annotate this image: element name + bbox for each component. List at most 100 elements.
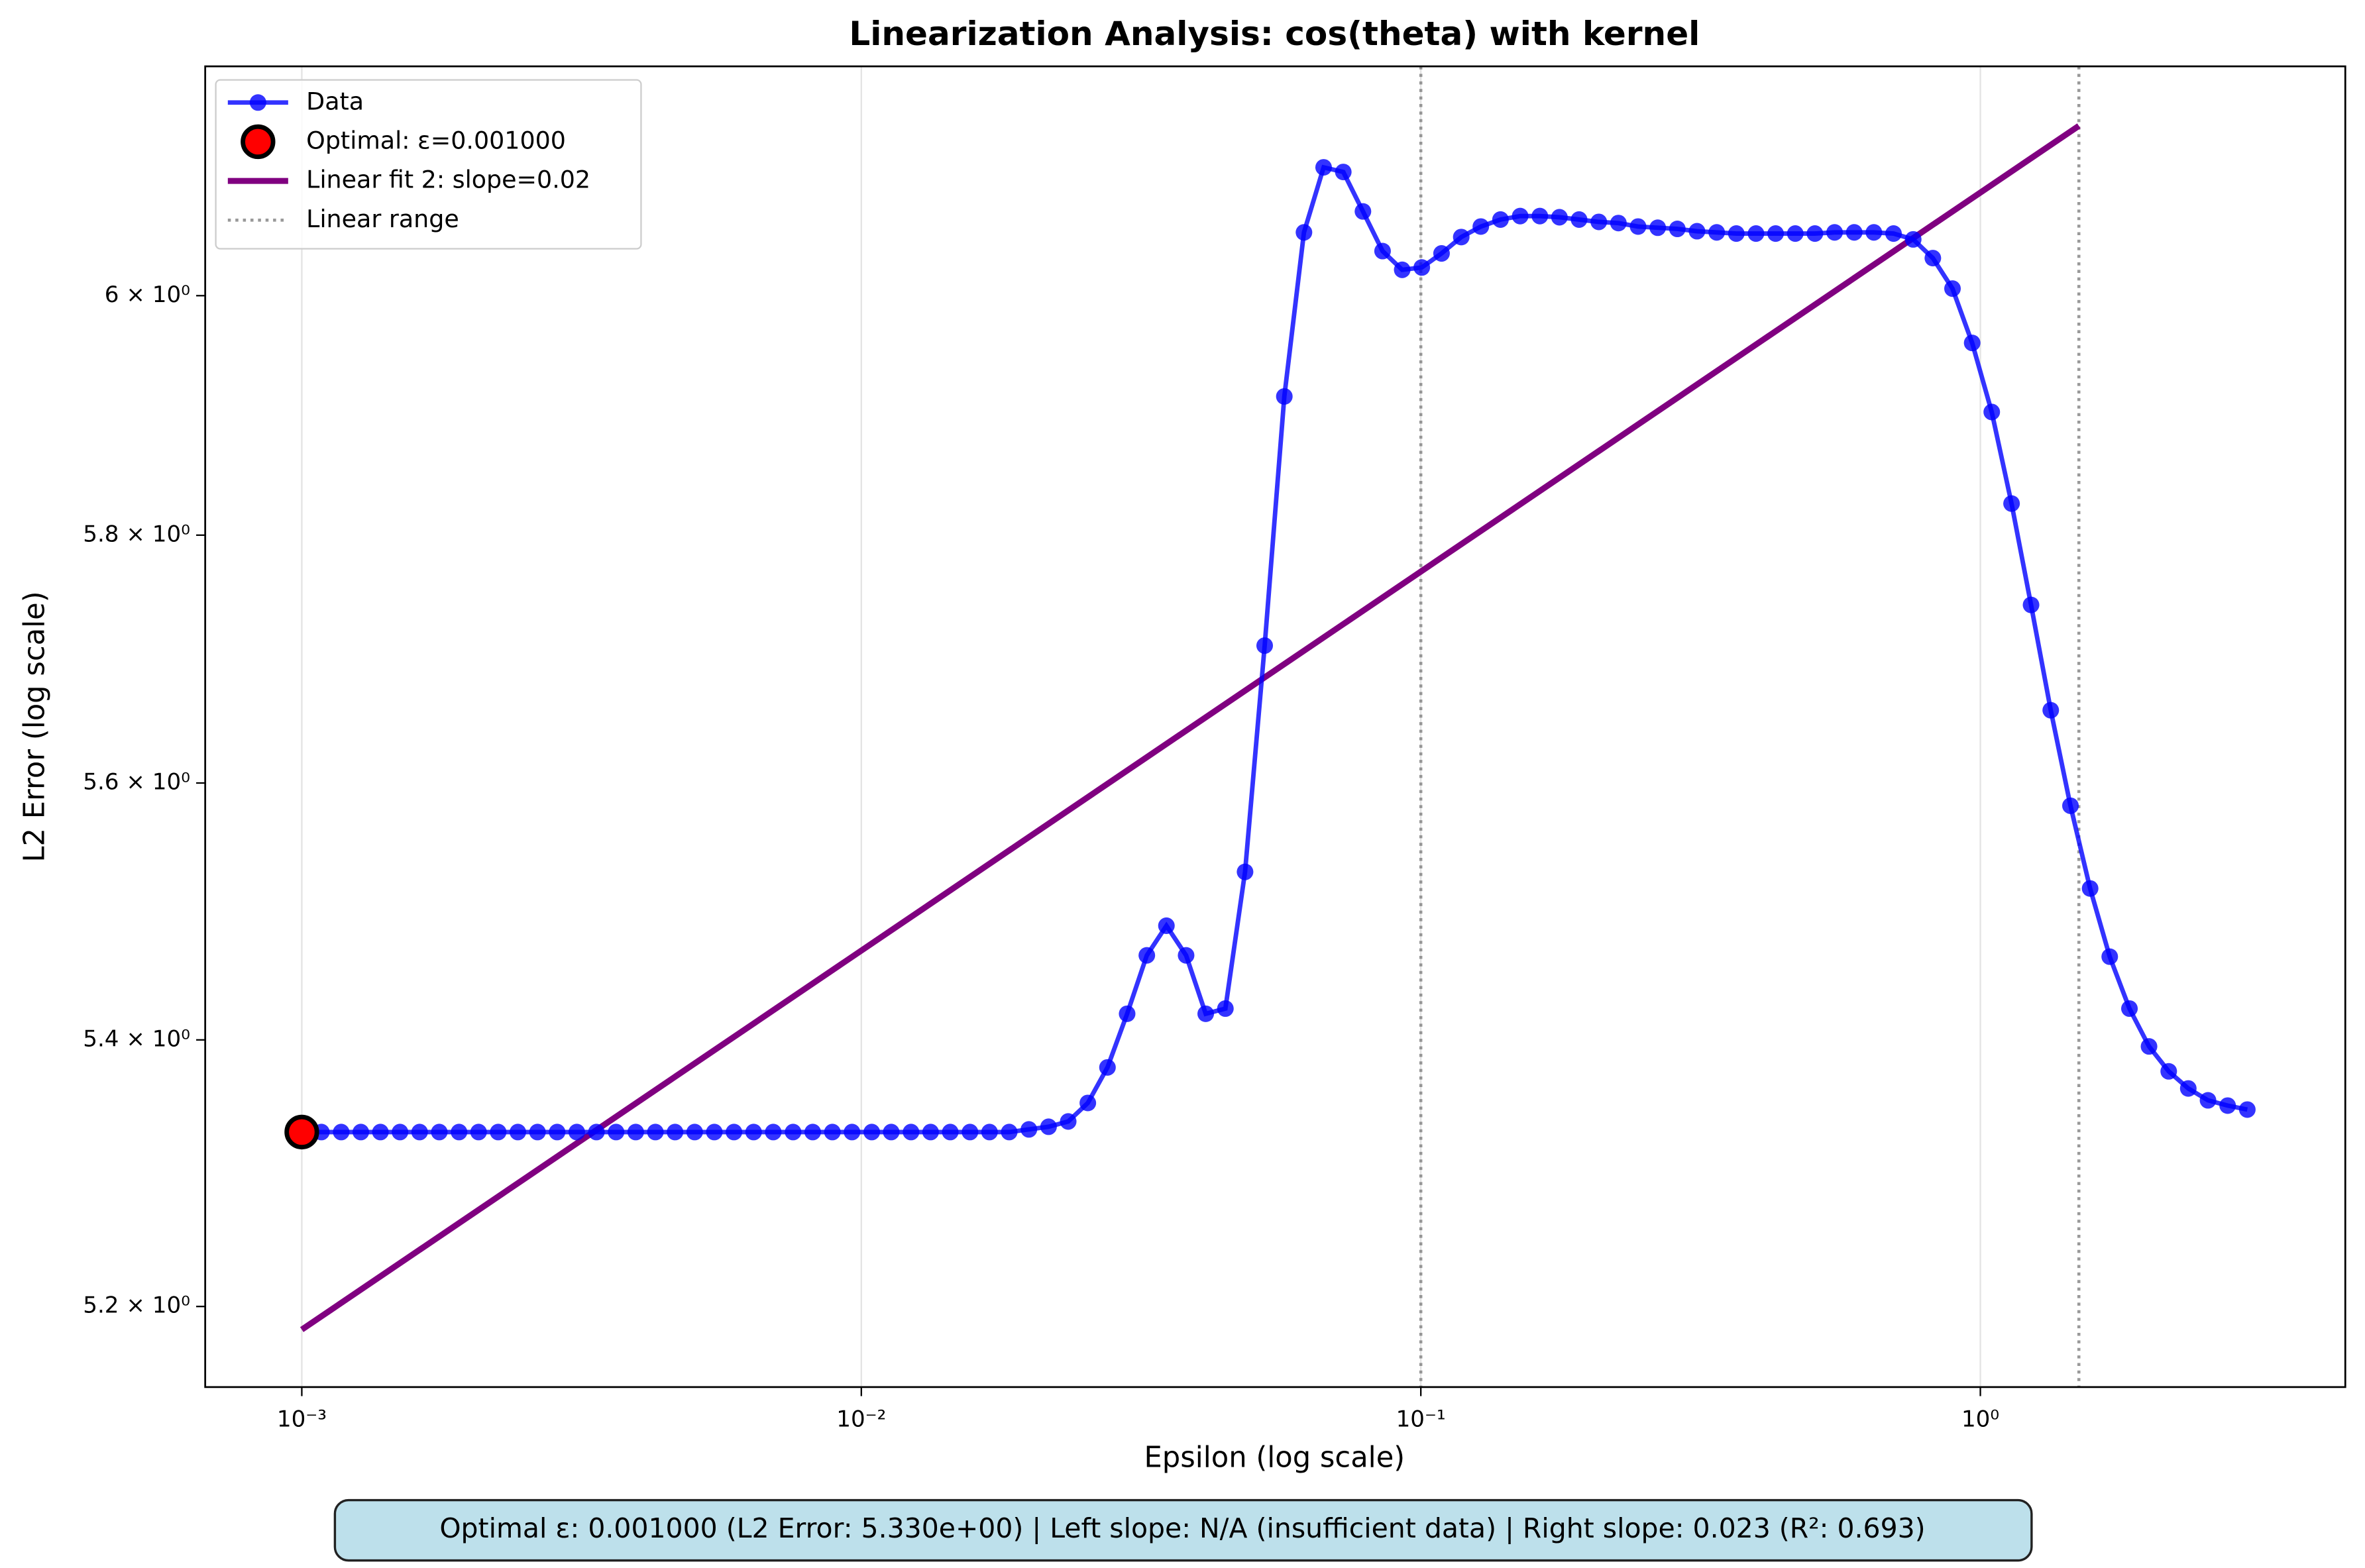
data-point	[1708, 224, 1726, 241]
data-point	[1924, 250, 1942, 267]
x-tick-label: 10⁻³	[277, 1406, 327, 1432]
data-point	[1099, 1059, 1116, 1076]
data-point	[2003, 495, 2020, 512]
y-tick-label: 5.6 × 10⁰	[83, 769, 190, 796]
data-point	[1512, 207, 1529, 225]
data-point	[2140, 1038, 2158, 1055]
data-point	[1531, 207, 1549, 225]
data-point	[1197, 1005, 1215, 1022]
data-point	[392, 1124, 409, 1141]
x-axis-label: Epsilon (log scale)	[1144, 1441, 1405, 1475]
data-point	[1649, 219, 1667, 236]
data-point	[2042, 702, 2060, 719]
data-point	[1276, 388, 1293, 405]
data-point	[1472, 218, 1490, 235]
data-point	[2022, 596, 2040, 613]
data-point	[765, 1124, 782, 1141]
data-point	[686, 1124, 703, 1141]
data-point	[981, 1124, 998, 1141]
annotation: Optimal ε: 0.001000 (L2 Error: 5.330e+00…	[439, 1512, 1925, 1544]
data-point	[1374, 242, 1391, 260]
data-point	[411, 1124, 428, 1141]
data-point	[863, 1124, 881, 1141]
data-point	[824, 1124, 841, 1141]
data-point	[2219, 1097, 2236, 1114]
data-point	[608, 1124, 625, 1141]
data-point	[568, 1124, 585, 1141]
optimal-point	[284, 1114, 319, 1150]
data-point	[745, 1124, 762, 1141]
data-point	[2101, 948, 2118, 965]
data-point	[1453, 229, 1470, 246]
data-point	[1983, 403, 2001, 421]
plot-frame	[204, 65, 2346, 1388]
data-point	[1904, 231, 1922, 248]
data-point	[451, 1124, 468, 1141]
data-point	[1335, 164, 1352, 181]
data-point	[1944, 280, 1961, 297]
legend-box	[215, 79, 642, 250]
data-point	[667, 1124, 684, 1141]
data-point	[431, 1124, 448, 1141]
data-point	[1688, 223, 1706, 240]
data-point	[1178, 947, 1195, 964]
data-point	[1237, 863, 1254, 880]
data-point	[785, 1124, 802, 1141]
y-tick-label: 5.2 × 10⁰	[83, 1292, 190, 1319]
data-point	[1845, 224, 1863, 241]
data-point	[1826, 224, 1843, 241]
data-point	[1217, 1000, 1234, 1018]
y-axis-label: L2 Error (log scale)	[18, 591, 51, 862]
data-point	[1256, 637, 1274, 654]
legend-label: Linear fit 2: slope=0.02	[306, 166, 590, 194]
x-tick-label: 10⁻¹	[1396, 1406, 1446, 1432]
data-point	[1570, 211, 1588, 228]
data-point	[1295, 224, 1313, 241]
x-tick-label: 10⁻²	[836, 1406, 886, 1432]
data-point	[2238, 1101, 2256, 1118]
data-point	[1433, 245, 1450, 262]
data-point	[1629, 218, 1647, 235]
data-point	[706, 1124, 723, 1141]
data-point	[1315, 159, 1332, 176]
data-point	[1119, 1005, 1136, 1022]
data-point	[647, 1124, 664, 1141]
y-tick-label: 6 × 10⁰	[105, 282, 190, 308]
data-point	[1138, 947, 1156, 964]
data-point	[1413, 259, 1431, 276]
data-point	[726, 1124, 743, 1141]
data-point	[2199, 1092, 2217, 1109]
data-point	[549, 1124, 566, 1141]
data-point	[1354, 203, 1372, 220]
data-point	[333, 1124, 350, 1141]
data-point	[903, 1124, 920, 1141]
legend-swatch	[241, 124, 276, 160]
y-tick-label: 5.4 × 10⁰	[83, 1025, 190, 1052]
annotation-box	[333, 1498, 2033, 1562]
data-point	[2160, 1063, 2177, 1080]
data-point	[922, 1124, 939, 1141]
data-point	[2121, 1000, 2138, 1018]
data-point	[509, 1124, 527, 1141]
data-point	[1885, 225, 1902, 242]
data-point	[1806, 225, 1824, 242]
data-point	[1551, 209, 1568, 226]
data-point	[1020, 1121, 1038, 1138]
legend-label: Optimal: ε=0.001000	[306, 126, 566, 154]
data-point	[1728, 225, 1745, 242]
data-point	[1787, 225, 1804, 242]
data-point	[470, 1124, 487, 1141]
data-point	[529, 1124, 546, 1141]
data-point	[1590, 213, 1608, 231]
data-point	[1669, 220, 1686, 238]
data-point	[627, 1124, 644, 1141]
data-point	[2081, 880, 2099, 897]
data-point	[2179, 1080, 2197, 1097]
data-point	[2062, 797, 2079, 814]
data-point	[962, 1124, 979, 1141]
y-tick-label: 5.8 × 10⁰	[83, 521, 190, 547]
data-point	[1001, 1124, 1018, 1141]
data-point	[1963, 335, 1981, 352]
